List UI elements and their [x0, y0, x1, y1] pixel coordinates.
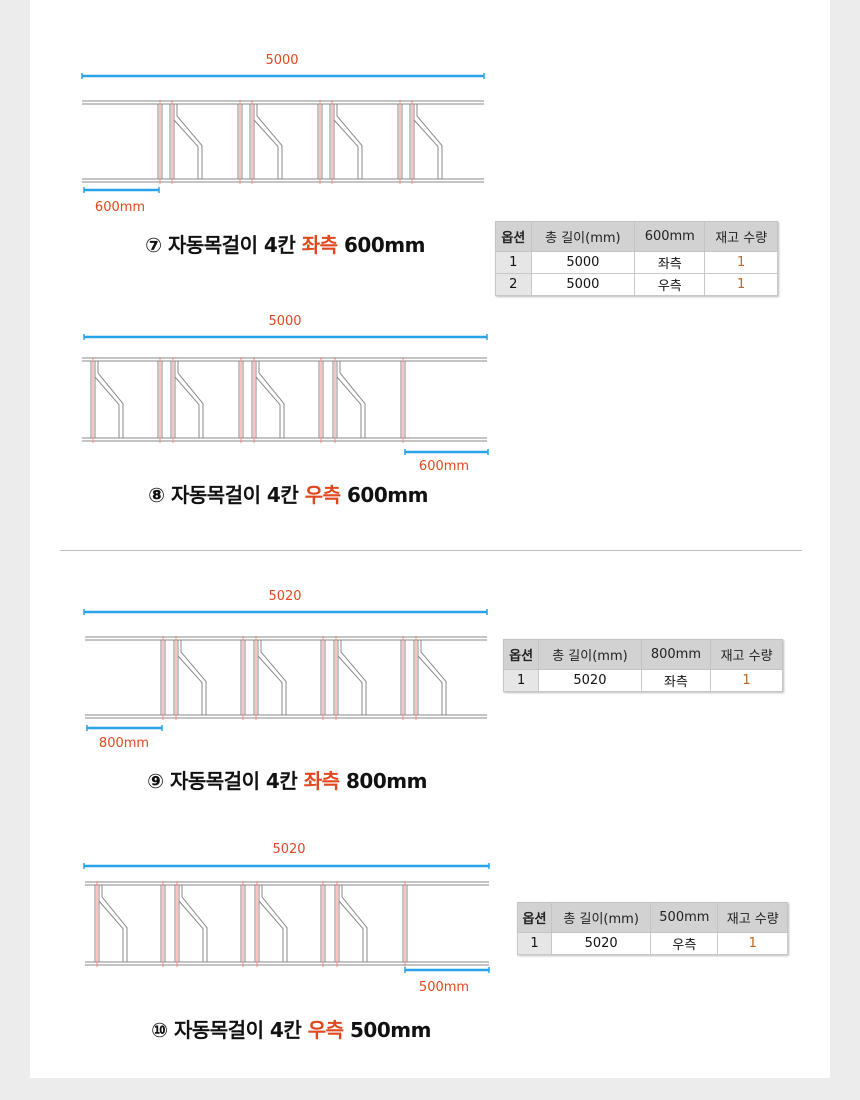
- hook-arm: [94, 360, 124, 439]
- hook-arm: [257, 639, 287, 716]
- hook-arm: [177, 639, 207, 716]
- hook-arm: [173, 103, 203, 180]
- section-title: ⑧ 자동목걸이 4칸 우측 600mm: [148, 479, 428, 508]
- section-title: ⑨ 자동목걸이 4칸 좌측 800mm: [147, 765, 427, 794]
- hook-arm: [338, 884, 368, 963]
- option-table: 옵션 총 길이(mm) 600mm 재고 수량 1 5000 좌측 1 2 5000 우측 1: [495, 221, 778, 296]
- hook-arm: [174, 360, 204, 439]
- section-title: ⑦ 자동목걸이 4칸 좌측 600mm: [145, 229, 425, 258]
- hook-arm: [258, 884, 288, 963]
- option-table: 옵션 총 길이(mm) 800mm 재고 수량 1 5020 좌측 1: [502, 639, 783, 692]
- total-length-label: 5000: [268, 314, 302, 329]
- section-title: ⑩ 자동목걸이 4칸 우측 500mm: [151, 1014, 431, 1043]
- hook-arm: [333, 103, 363, 180]
- option-table: 옵션 총 길이(mm) 500mm 재고 수량 1 5020 우측 1: [516, 902, 788, 955]
- title-side: 우측: [307, 1018, 344, 1042]
- title-side: 좌측: [301, 233, 338, 257]
- title-size: 600mm: [347, 483, 428, 507]
- hook-arm: [413, 103, 443, 180]
- title-number: ⑧: [148, 483, 165, 507]
- total-length-label: 5000: [265, 53, 299, 68]
- title-number: ⑨: [147, 769, 164, 793]
- title-number: ⑩: [151, 1018, 168, 1042]
- hook-arm: [336, 360, 366, 439]
- total-length-label: 5020: [272, 842, 306, 857]
- title-size: 600mm: [344, 233, 425, 257]
- table-row: 2 5000 우측 1: [495, 273, 778, 296]
- hook-arm: [337, 639, 367, 716]
- title-size: 500mm: [350, 1018, 431, 1042]
- spacing-label: 500mm: [418, 980, 470, 995]
- hook-arm: [178, 884, 208, 963]
- table-row: 1 5020 좌측 1: [502, 669, 783, 692]
- total-length-label: 5020: [268, 589, 302, 604]
- section-divider: [60, 550, 802, 551]
- spacing-label: 800mm: [98, 736, 150, 751]
- title-text: 자동목걸이 4칸: [167, 233, 296, 257]
- hook-arm: [253, 103, 283, 180]
- title-text: 자동목걸이 4칸: [173, 1018, 302, 1042]
- spacing-label: 600mm: [94, 200, 146, 215]
- title-side: 좌측: [303, 769, 340, 793]
- hook-arm: [255, 360, 285, 439]
- table-row: 1 5000 좌측 1: [495, 251, 778, 274]
- hook-arm: [98, 884, 128, 963]
- table-row: 1 5020 우측 1: [516, 932, 788, 955]
- title-number: ⑦: [145, 233, 162, 257]
- hook-arm: [417, 639, 447, 716]
- title-text: 자동목걸이 4칸: [170, 483, 299, 507]
- spacing-label: 600mm: [418, 459, 470, 474]
- title-side: 우측: [304, 483, 341, 507]
- title-text: 자동목걸이 4칸: [169, 769, 298, 793]
- title-size: 800mm: [346, 769, 427, 793]
